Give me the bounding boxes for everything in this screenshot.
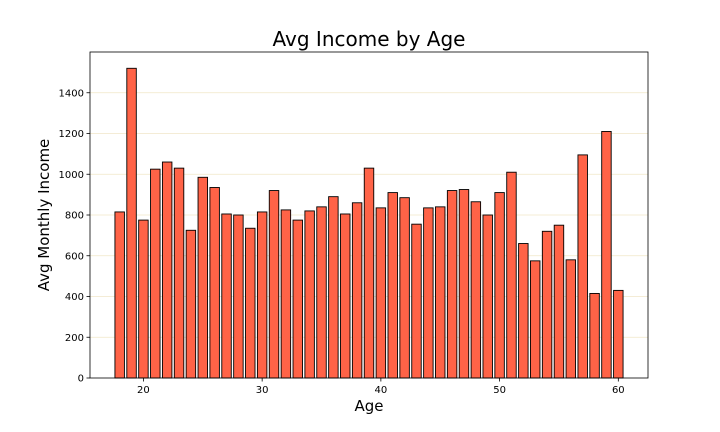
bar-age-49 [482,214,493,379]
bar-age-30 [256,211,268,379]
bar-age-18 [114,211,125,379]
bar-age-20 [138,219,149,379]
bar-age-47 [458,189,470,379]
bar-age-46 [446,190,458,379]
bar-age-28 [233,214,244,379]
bar-age-19 [126,67,137,379]
bar-age-31 [268,190,280,379]
bar-age-36 [328,196,339,379]
bar-age-52 [518,243,529,379]
bar-age-59 [601,131,612,379]
x-axis-title: Age [354,397,383,415]
y-tick-label: 1000 [59,170,84,181]
bar-age-55 [553,224,565,379]
chart-title: Avg Income by Age [273,27,466,51]
bar-age-25 [197,176,208,379]
bar-age-29 [245,227,256,379]
bar-age-37 [340,213,351,379]
bar-age-38 [351,202,363,379]
bars [114,67,624,379]
x-tick-label: 60 [612,385,625,396]
x-tick-label: 20 [137,385,150,396]
bar-age-41 [387,192,398,379]
bar-age-51 [506,171,517,379]
bar-age-22 [161,161,173,379]
bar-age-23 [173,167,185,379]
bar-age-26 [209,187,220,379]
y-tick-label: 800 [65,211,84,222]
y-axis-title: Avg Monthly Income [35,139,53,292]
bar-age-43 [411,223,422,379]
bar-age-40 [375,207,387,379]
y-tick-label: 1400 [59,88,84,99]
bar-age-33 [292,219,303,379]
bar-age-54 [541,230,553,379]
y-tick-label: 200 [65,333,84,344]
bar-age-32 [280,209,292,379]
x-tick-label: 30 [256,385,269,396]
bar-age-42 [399,197,410,379]
bar-age-39 [363,167,375,379]
bar-age-58 [589,292,600,379]
y-tick-label: 0 [78,374,84,385]
bar-age-45 [435,206,446,379]
y-axis-ticks: 0 200 400 600 800 1000 1200 1400 [59,88,90,385]
y-tick-label: 400 [65,292,84,303]
bar-age-57 [577,154,588,379]
bar-age-44 [423,207,434,379]
bar-age-60 [613,289,624,379]
y-tick-label: 1200 [59,129,84,140]
bar-age-27 [221,213,232,379]
x-tick-label: 50 [493,385,506,396]
bar-age-21 [150,168,161,379]
bar-age-48 [470,201,482,379]
x-axis-ticks: 20 30 40 50 60 [137,378,625,396]
bar-age-50 [494,192,505,379]
bar-age-34 [304,210,315,379]
bar-age-24 [185,229,197,379]
x-tick-label: 40 [375,385,388,396]
bar-age-56 [565,259,577,379]
y-tick-label: 600 [65,251,84,262]
bar-age-35 [316,206,327,379]
bar-age-53 [530,260,541,379]
